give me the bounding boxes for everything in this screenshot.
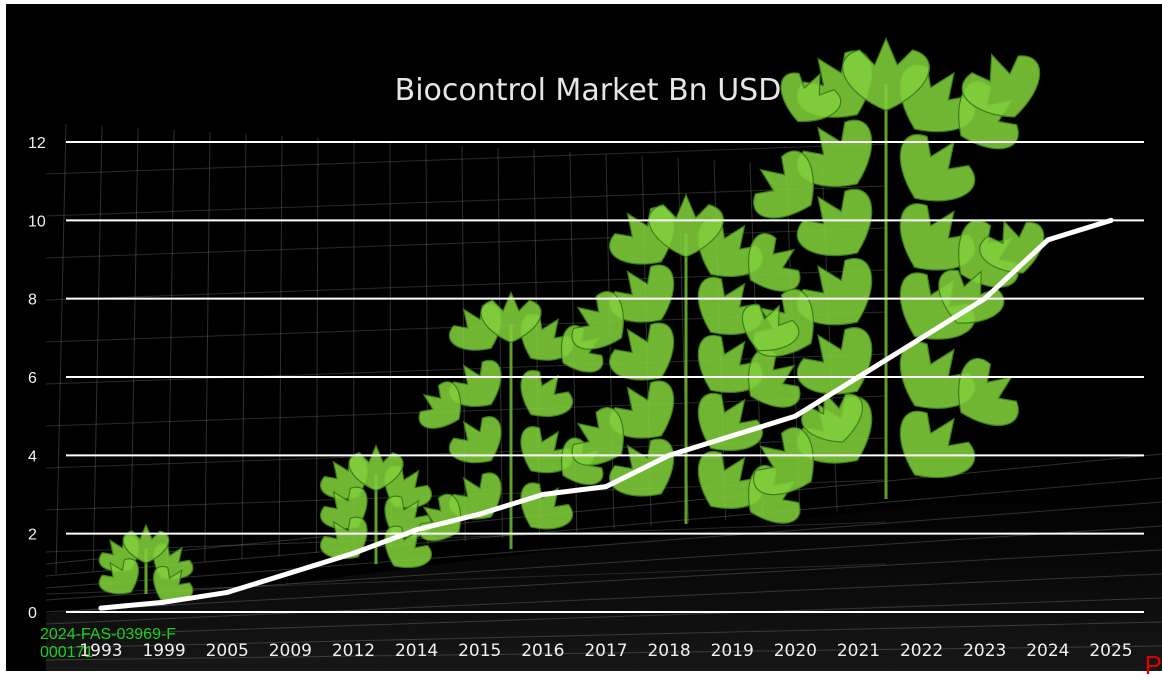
- data-point: [667, 453, 672, 458]
- grid-vertical-line: [56, 124, 66, 574]
- x-tick-label: 2025: [1089, 641, 1132, 661]
- grid-vertical-line: [242, 134, 246, 559]
- data-point: [351, 551, 356, 556]
- grid-vertical-line: [205, 132, 210, 562]
- x-tick-label: 2021: [837, 641, 880, 661]
- x-tick-label: 2019: [711, 641, 754, 661]
- grid-vertical-line: [426, 144, 428, 544]
- grid-vertical-line: [279, 136, 282, 556]
- data-point: [793, 414, 798, 419]
- x-tick-label: 2020: [774, 641, 817, 661]
- grid-vertical-line: [130, 128, 138, 568]
- x-tick-label: 2016: [521, 641, 564, 661]
- data-point: [414, 527, 419, 532]
- y-tick-label: 2: [28, 527, 37, 544]
- data-point: [1045, 237, 1050, 242]
- x-tick-label: 2022: [900, 641, 943, 661]
- data-point: [162, 600, 167, 605]
- stamp-line-1: 2024-FAS-03969-F: [40, 626, 250, 644]
- y-axis-ticks: 0 2 4 6 8 10 12: [28, 135, 46, 622]
- y-tick-label: 0: [28, 605, 37, 622]
- data-point: [225, 590, 230, 595]
- leaf: [507, 359, 581, 431]
- data-point: [1109, 218, 1114, 223]
- x-tick-label: 2012: [332, 641, 375, 661]
- x-tick-label: 2018: [647, 641, 690, 661]
- data-point: [477, 512, 482, 517]
- x-tick-label: 2009: [269, 641, 312, 661]
- corner-mark: P: [1145, 650, 1162, 681]
- grid-vertical-line: [316, 138, 318, 553]
- y-tick-label: 8: [28, 292, 37, 309]
- chart-title: Biocontrol Market Bn USD: [395, 73, 782, 108]
- y-tick-label: 10: [28, 213, 46, 230]
- data-point: [730, 433, 735, 438]
- x-tick-label: 2023: [963, 641, 1006, 661]
- y-tick-label: 4: [28, 448, 37, 465]
- stamp-line-2: 000171: [40, 644, 250, 662]
- x-tick-label: 2015: [458, 641, 501, 661]
- grid-vertical-line: [93, 126, 102, 571]
- data-point: [919, 335, 924, 340]
- grid-vertical-line: [168, 130, 174, 565]
- data-point: [604, 484, 609, 489]
- x-tick-label: 2017: [584, 641, 627, 661]
- data-point: [288, 570, 293, 575]
- y-tick-label: 6: [28, 370, 37, 387]
- data-point: [856, 375, 861, 380]
- x-tick-label: 2024: [1026, 641, 1069, 661]
- x-tick-label: 2014: [395, 641, 438, 661]
- y-tick-label: 12: [28, 135, 46, 152]
- data-point: [99, 606, 104, 611]
- document-stamp: 2024-FAS-03969-F 000171: [40, 626, 250, 662]
- data-point: [540, 492, 545, 497]
- data-point: [982, 296, 987, 301]
